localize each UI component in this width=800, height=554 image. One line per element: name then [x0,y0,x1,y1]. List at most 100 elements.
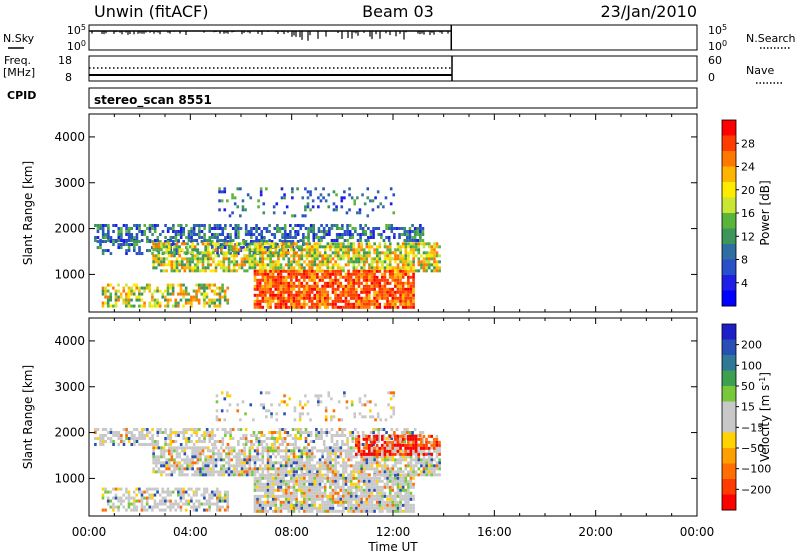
heatmap-cell [266,461,270,465]
heatmap-cell [305,287,309,291]
heatmap-cell [269,281,272,285]
heatmap-cell [114,505,118,509]
heatmap-cell [219,446,223,450]
heatmap-cell [122,224,126,227]
heatmap-cell [277,461,280,465]
heatmap-cell [122,428,126,431]
heatmap-cell [253,275,257,279]
heatmap-cell [109,252,113,256]
heatmap-cell [412,473,415,477]
heatmap-cell [323,287,327,291]
heatmap-cell [230,248,233,252]
heatmap-cell [388,245,392,249]
heatmap-cell [321,272,324,276]
heatmap-cell [302,236,305,239]
heatmap-cell [214,464,218,468]
heatmap-cell [221,227,225,230]
heatmap-cell [182,292,185,296]
heatmap-cell [125,301,128,305]
heatmap-cell [162,245,166,249]
heatmap-cell [342,245,345,249]
heatmap-cell [417,251,421,255]
heatmap-cell [347,269,350,273]
heatmap-cell [269,254,272,258]
heatmap-cell [261,242,265,246]
heatmap-cell [258,476,262,480]
heatmap-cell [321,461,324,465]
heatmap-cell [300,293,304,297]
heatmap-cell [404,482,408,486]
heatmap-cell [252,434,256,437]
heatmap-cell [343,230,347,233]
heatmap-cell [425,464,428,468]
heatmap-cell [251,260,254,264]
heatmap-cell [229,236,232,239]
heatmap-cell [164,289,167,293]
heatmap-cell [205,499,209,503]
heatmap-cell [362,248,366,252]
heatmap-cell [151,440,154,443]
heatmap-cell [261,287,265,291]
heatmap-cell [308,464,311,468]
heatmap-cell [335,431,339,434]
heatmap-cell [297,272,301,276]
heatmap-cell [409,245,413,249]
heatmap-cell [313,488,317,492]
heatmap-cell [214,263,218,267]
heatmap-cell [282,467,285,471]
heatmap-cell [191,251,194,255]
heatmap-cell [162,269,166,273]
heatmap-cell [361,431,365,434]
heatmap-cell [302,224,305,227]
heatmap-cell [375,443,379,447]
heatmap-cell [433,260,436,264]
heatmap-cell [387,227,391,230]
heatmap-cell [180,464,184,468]
heatmap-cell [179,298,183,302]
heatmap-cell [292,287,296,291]
heatmap-cell [352,260,356,264]
heatmap-cell [375,503,379,507]
heatmap-cell [261,503,265,507]
heatmap-cell [359,236,362,239]
heatmap-cell [271,473,275,477]
heatmap-cell [375,497,379,501]
heatmap-cell [412,299,415,303]
heatmap-cell [277,266,280,270]
heatmap-cell [394,479,397,483]
heatmap-cell [374,440,378,443]
heatmap-cell [435,269,439,273]
heatmap-cell [287,485,291,489]
heatmap-cell [313,464,317,468]
heatmap-cell [329,509,332,513]
heatmap-cell [374,428,378,431]
heatmap-cell [226,240,230,244]
heatmap-cell [381,497,384,501]
heatmap-cell [196,455,200,459]
heatmap-cell [378,278,382,282]
heatmap-cell [339,446,343,450]
heatmap-cell [430,470,434,474]
heatmap-cell [336,470,340,474]
heatmap-cell [146,227,149,230]
heatmap-cell [404,464,408,468]
heatmap-cell [237,233,240,236]
heatmap-cell [352,266,356,270]
heatmap-cell [329,470,332,474]
heatmap-cell [130,508,133,512]
heatmap-cell [310,473,314,477]
heatmap-cell [112,304,115,308]
heatmap-cell [258,485,262,489]
heatmap-cell [362,266,366,270]
heatmap-cell [348,193,351,197]
heatmap-cell [336,251,340,255]
heatmap-cell [284,263,288,267]
heatmap-cell [346,227,349,230]
heatmap-cell [329,266,332,270]
heatmap-cell [388,293,392,297]
heatmap-cell [292,257,296,261]
heatmap-cell [169,437,173,440]
heatmap-cell [109,431,113,434]
heatmap-cell [388,488,392,492]
heatmap-cell [227,461,231,465]
